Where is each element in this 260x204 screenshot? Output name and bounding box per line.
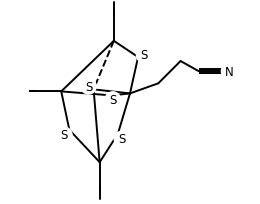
Text: S: S — [109, 93, 116, 106]
Text: S: S — [140, 49, 148, 62]
Circle shape — [105, 92, 120, 108]
Text: S: S — [61, 129, 68, 142]
Circle shape — [222, 64, 237, 80]
Circle shape — [136, 48, 152, 63]
Circle shape — [114, 132, 129, 147]
Text: S: S — [118, 133, 126, 146]
Text: N: N — [225, 65, 233, 78]
Circle shape — [57, 128, 72, 143]
Circle shape — [81, 79, 96, 95]
Text: S: S — [85, 80, 92, 93]
